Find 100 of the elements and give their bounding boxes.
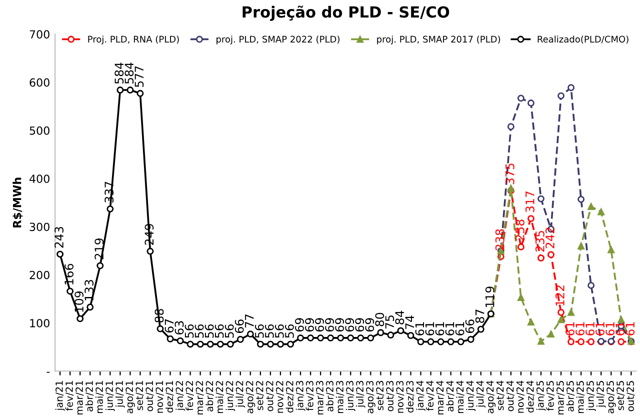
x-tick-label: dez/23 xyxy=(406,380,414,413)
point xyxy=(166,335,174,342)
data-label: 69 xyxy=(315,318,324,332)
point xyxy=(578,242,585,250)
point xyxy=(387,332,394,338)
y-tick-label: 600 xyxy=(30,78,50,87)
x-tick-label: jan/22 xyxy=(176,381,185,411)
point xyxy=(477,326,484,333)
data-label: 61 xyxy=(445,322,454,336)
data-label: 67 xyxy=(164,319,174,332)
x-tick-label: out/24 xyxy=(506,380,515,412)
data-label: 75 xyxy=(385,315,394,329)
point xyxy=(337,334,344,342)
point xyxy=(186,340,194,348)
data-label: 56 xyxy=(284,324,294,338)
point xyxy=(618,338,625,346)
x-tick-label: abr/22 xyxy=(206,381,214,412)
y-tick-label: 300 xyxy=(30,222,50,232)
x-tick-label: ago/25 xyxy=(606,381,616,414)
point xyxy=(457,338,464,346)
data-label: 61 xyxy=(616,322,625,336)
x-tick-label: mai/23 xyxy=(336,380,344,414)
point xyxy=(136,90,144,97)
x-tick-label: jun/22 xyxy=(226,381,236,412)
data-label: 63 xyxy=(174,321,184,334)
data-label: 69 xyxy=(325,318,334,332)
point xyxy=(277,340,284,348)
x-tick-label: ago/22 xyxy=(246,381,256,414)
point xyxy=(206,340,214,348)
data-label: 87 xyxy=(475,310,484,323)
x-tick-label: mar/25 xyxy=(556,381,565,414)
point xyxy=(568,84,575,92)
data-label: 242 xyxy=(545,228,554,248)
x-tick-label: jan/24 xyxy=(416,380,426,411)
data-label: 69 xyxy=(295,318,304,332)
data-label: 69 xyxy=(355,318,364,332)
point xyxy=(216,340,224,348)
point xyxy=(287,340,294,348)
y-tick-label: 700 xyxy=(30,30,50,39)
point xyxy=(196,340,204,348)
point xyxy=(367,334,374,342)
x-tick-label: ago/24 xyxy=(486,380,496,414)
point xyxy=(347,334,354,342)
point xyxy=(517,243,524,250)
data-label: 74 xyxy=(405,316,414,329)
x-tick-label: jul/21 xyxy=(115,381,125,408)
data-label: 61 xyxy=(626,322,635,336)
data-label: 84 xyxy=(395,310,404,324)
point xyxy=(507,184,514,192)
data-label: 66 xyxy=(465,320,474,333)
y-tick-label: 200 xyxy=(30,270,50,280)
x-tick-label: fev/22 xyxy=(186,381,194,411)
x-tick-label: jan/21 xyxy=(55,381,65,411)
point xyxy=(578,338,585,346)
data-label: 80 xyxy=(375,312,384,326)
x-tick-label: dez/24 xyxy=(526,380,535,413)
y-axis-title: R$/MWh xyxy=(12,178,23,228)
data-label: 56 xyxy=(264,324,274,338)
point xyxy=(568,338,575,346)
x-tick-label: abr/23 xyxy=(326,380,334,412)
point xyxy=(266,340,274,348)
data-label: 61 xyxy=(435,322,444,336)
x-tick-label: dez/22 xyxy=(286,381,294,413)
x-tick-label: abr/25 xyxy=(566,381,575,412)
y-tick-label: 500 xyxy=(30,126,50,135)
x-tick-label: set/21 xyxy=(136,381,144,410)
point xyxy=(327,334,334,342)
data-label: 66 xyxy=(234,320,244,333)
x-tick-label: fev/25 xyxy=(546,381,555,411)
data-label: 584 xyxy=(124,62,134,84)
data-label: 243 xyxy=(54,227,64,248)
data-label: 122 xyxy=(556,286,564,306)
legend-label: Proj. PLD, RNA (PLD) xyxy=(88,36,179,44)
x-tick-label: jul/24 xyxy=(476,380,486,408)
x-tick-label: out/23 xyxy=(386,380,394,412)
point xyxy=(588,338,595,346)
point xyxy=(447,338,454,346)
point xyxy=(357,334,364,342)
x-tick-label: nov/21 xyxy=(156,381,164,413)
point xyxy=(377,329,384,336)
data-label: 61 xyxy=(586,322,594,336)
x-tick-label: abr/24 xyxy=(446,380,454,412)
x-tick-label: mar/21 xyxy=(76,381,84,414)
y-tick-label: 100 xyxy=(30,318,50,328)
point xyxy=(437,338,444,346)
data-label: 61 xyxy=(566,322,574,336)
x-tick-label: fev/23 xyxy=(306,380,314,411)
x-tick-label: jun/25 xyxy=(586,381,596,412)
x-tick-label: mai/22 xyxy=(216,381,224,414)
x-tick-label: jul/25 xyxy=(596,381,606,408)
point xyxy=(538,338,544,345)
x-tick-label: jun/23 xyxy=(346,380,356,412)
point xyxy=(176,337,184,344)
point xyxy=(568,308,575,316)
point xyxy=(578,196,585,203)
x-tick-label: ago/23 xyxy=(366,380,376,414)
point xyxy=(507,123,514,130)
x-tick-label: mar/24 xyxy=(436,380,444,414)
point xyxy=(558,92,564,100)
data-label: 56 xyxy=(204,324,214,338)
